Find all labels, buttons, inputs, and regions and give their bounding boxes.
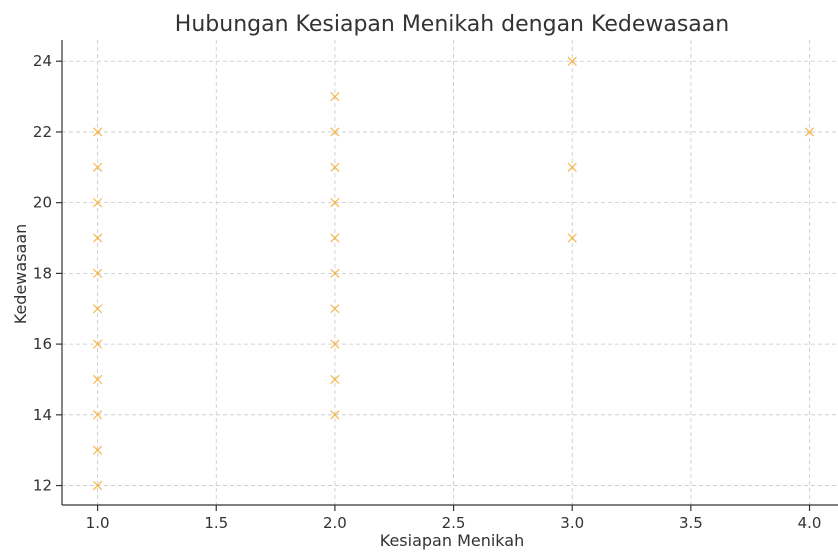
axes: 1.0 1.5 2.0 2.5 3.0 3.5 4.0 12 14 16 18 20 22 24 — [33, 40, 838, 532]
x-tick-label: 4.0 — [798, 514, 822, 532]
y-tick-label: 14 — [33, 406, 52, 424]
x-tick-label: 1.5 — [204, 514, 228, 532]
data-point — [93, 234, 101, 242]
data-point — [93, 163, 101, 171]
y-tick-label: 12 — [33, 477, 52, 495]
x-axis-label: Kesiapan Menikah — [380, 531, 524, 550]
data-point — [568, 163, 576, 171]
y-axis-label: Kedewasaan — [11, 224, 30, 325]
y-tick-label: 16 — [33, 335, 52, 353]
x-tick-label: 2.5 — [442, 514, 466, 532]
data-point — [331, 305, 339, 313]
x-tick-label: 2.0 — [323, 514, 347, 532]
y-tick-label: 24 — [33, 52, 52, 70]
chart-title: Hubungan Kesiapan Menikah dengan Kedewas… — [175, 12, 729, 37]
y-tick-label: 18 — [33, 264, 52, 282]
data-point — [331, 234, 339, 242]
data-point — [93, 305, 101, 313]
y-tick-label: 20 — [33, 194, 52, 212]
x-tick-label: 3.0 — [560, 514, 584, 532]
data-point — [331, 163, 339, 171]
y-tick-label: 22 — [33, 123, 52, 141]
x-tick-label: 1.0 — [86, 514, 110, 532]
x-tick-label: 3.5 — [679, 514, 703, 532]
data-point — [568, 234, 576, 242]
grid-lines — [62, 40, 838, 505]
